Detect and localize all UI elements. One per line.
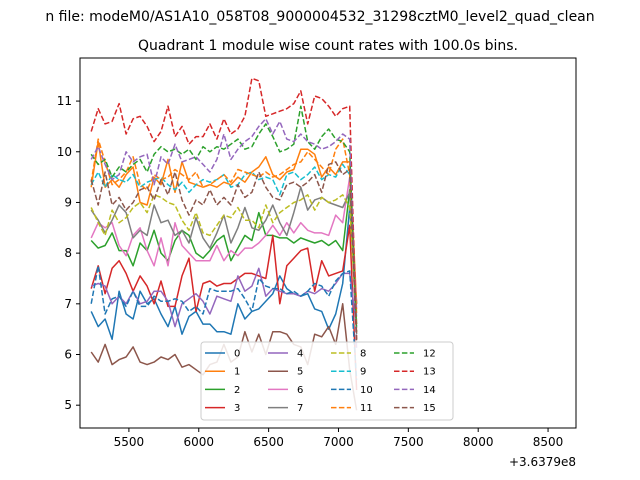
legend-label-12: 12 (423, 349, 436, 360)
legend-label-14: 14 (423, 385, 436, 396)
x-tick-label: 6500 (253, 435, 284, 449)
legend-label-5: 5 (297, 367, 303, 378)
series-line-1 (90, 140, 358, 304)
x-tick-label: 7000 (323, 435, 354, 449)
x-tick-label: 5500 (114, 435, 145, 449)
legend-label-9: 9 (360, 367, 366, 378)
series-line-12 (90, 105, 358, 332)
figure-suptitle: n file: modeM0/AS1A10_058T08_9000004532_… (45, 9, 594, 25)
legend-label-15: 15 (423, 403, 436, 414)
series-line-10 (90, 265, 358, 380)
series-layer (90, 77, 358, 411)
legend-label-7: 7 (297, 403, 303, 414)
chart-title: Quadrant 1 module wise count rates with … (138, 38, 518, 54)
series-line-11 (90, 138, 358, 315)
y-tick-label: 10 (57, 145, 72, 159)
y-tick-label: 8 (64, 246, 72, 260)
legend-label-4: 4 (297, 349, 303, 360)
legend-label-0: 0 (234, 349, 240, 360)
series-line-8 (90, 194, 358, 325)
legend-label-3: 3 (234, 403, 240, 414)
y-tick-label: 11 (57, 94, 72, 108)
legend-label-10: 10 (360, 385, 373, 396)
legend-label-8: 8 (360, 349, 366, 360)
x-tick-label: 8500 (533, 435, 564, 449)
x-tick-label: 7500 (393, 435, 424, 449)
legend-label-1: 1 (234, 367, 240, 378)
series-line-0 (90, 206, 358, 341)
y-tick-label: 6 (64, 348, 72, 362)
series-line-14 (90, 118, 358, 350)
legend-label-6: 6 (297, 385, 303, 396)
series-line-9 (90, 163, 358, 320)
series-line-3 (90, 224, 358, 391)
legend-box (200, 341, 454, 421)
legend-label-11: 11 (360, 403, 373, 414)
series-line-6 (90, 176, 358, 309)
series-line-2 (90, 189, 358, 325)
y-axis: 5 6 7 8 9 10 11 (57, 94, 80, 412)
x-axis: 5500 6000 6500 7000 7500 8000 8500 (114, 428, 564, 449)
legend-label-2: 2 (234, 385, 240, 396)
plot-frame (79, 57, 577, 429)
x-tick-label: 6000 (183, 435, 214, 449)
y-tick-label: 9 (64, 195, 72, 209)
y-tick-label: 7 (64, 297, 72, 311)
legend-label-13: 13 (423, 367, 436, 378)
y-tick-label: 5 (64, 398, 72, 412)
series-line-15 (90, 161, 358, 342)
x-offset-label: +3.6379e8 (509, 455, 576, 469)
x-tick-label: 8000 (463, 435, 494, 449)
